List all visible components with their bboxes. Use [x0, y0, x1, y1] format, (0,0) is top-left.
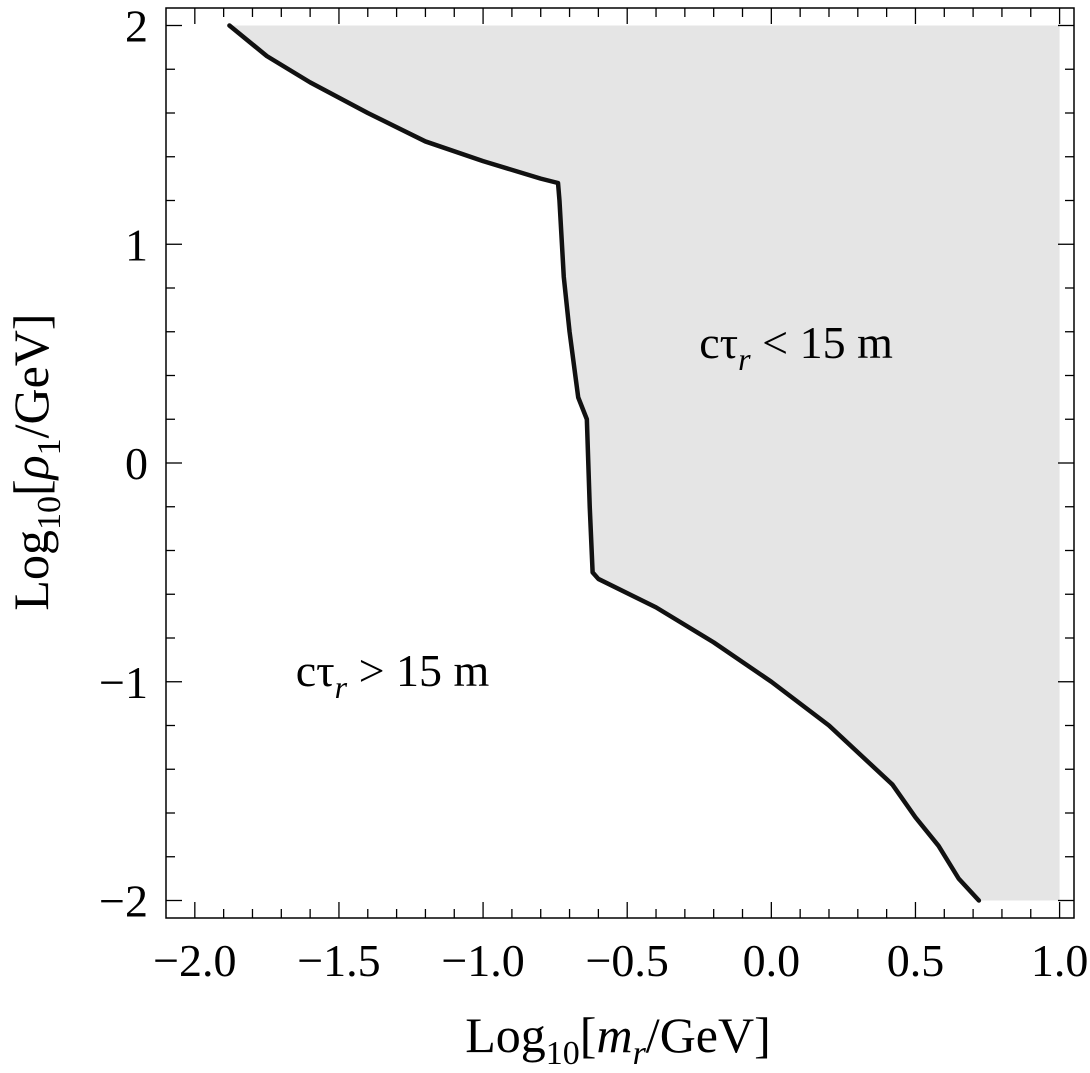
x-tick-label: −1.0 [441, 935, 524, 986]
y-axis-label: Log10[ρ1/GeV] [3, 313, 68, 610]
x-axis-label: Log10[mr/GeV] [465, 1007, 771, 1072]
annotation-short-lifetime: cτr < 15 m [699, 317, 893, 377]
shaded-region [229, 25, 1060, 901]
y-tick-label: −2 [99, 876, 148, 927]
boundary-curve [227, 23, 982, 903]
x-tick-label: −1.5 [297, 935, 380, 986]
x-tick-label: −0.5 [585, 935, 668, 986]
x-tick-label: 0.0 [743, 935, 801, 986]
x-tick-label: −2.0 [153, 935, 236, 986]
x-tick-label: 1.0 [1031, 935, 1089, 986]
axes: −2.0 −1.5 −1.0 −0.5 0.0 0.5 1.0 −2 −1 0 1 2 [99, 1, 1088, 987]
y-tick-label: 0 [125, 438, 148, 489]
annotation-long-lifetime: cτr > 15 m [296, 645, 490, 705]
y-tick-label: 2 [125, 1, 148, 52]
plot-area: cτr < 15 m cτr > 15 m [227, 23, 1060, 903]
y-tick-label: −1 [99, 657, 148, 708]
x-tick-label: 0.5 [887, 935, 945, 986]
y-tick-label: 1 [125, 219, 148, 270]
